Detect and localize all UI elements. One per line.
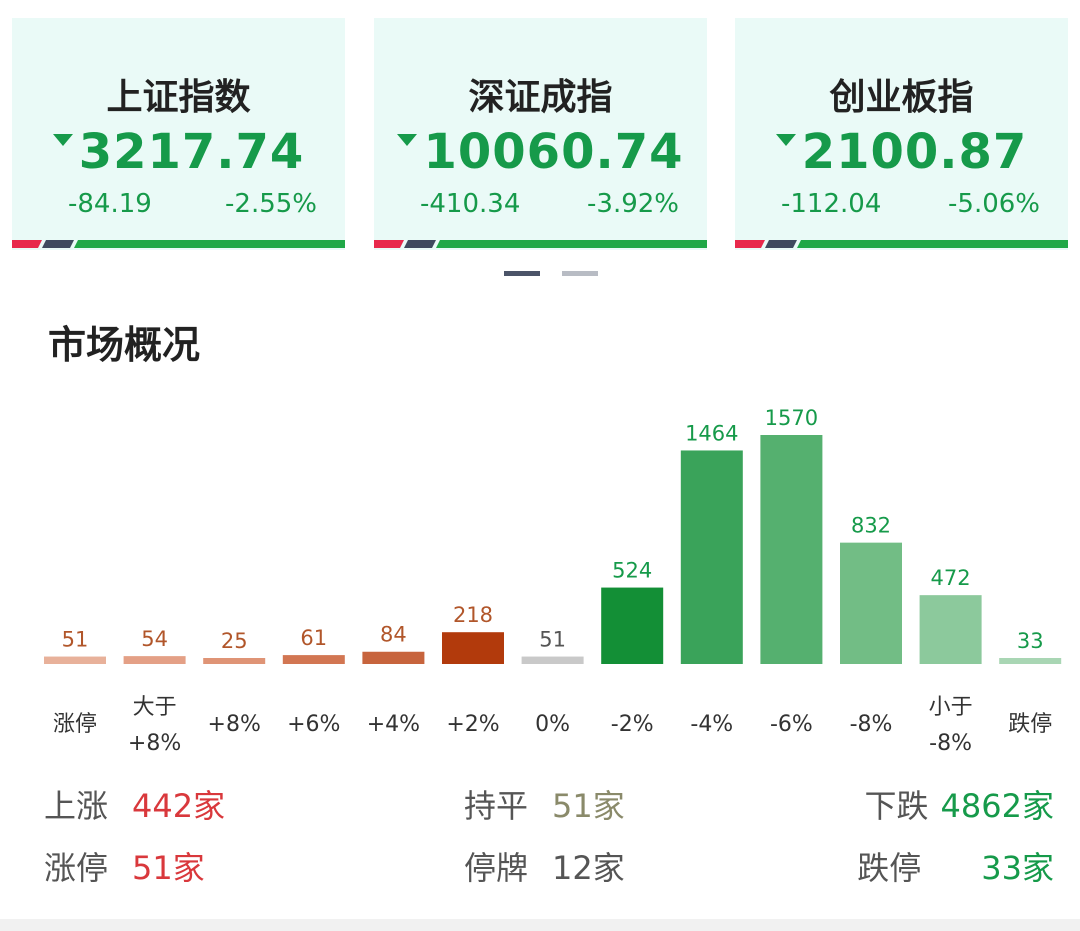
category-label: 涨停 xyxy=(53,712,97,737)
stat-up-label: 上涨 xyxy=(44,787,109,825)
stat-suspended-label: 停牌 xyxy=(464,849,529,887)
index-trend-strip xyxy=(374,240,707,248)
index-change: -112.04 xyxy=(781,189,882,219)
section-title: 市场概况 xyxy=(48,323,201,367)
stat-flat-value: 51家 xyxy=(552,787,625,825)
index-change-pct: -3.92% xyxy=(587,189,679,219)
index-name: 创业板指 xyxy=(829,77,974,118)
category-label: 大于+8% xyxy=(128,695,181,756)
bar-value-label: 84 xyxy=(380,623,407,647)
index-trend-strip xyxy=(12,240,345,248)
bar-value-label: 51 xyxy=(539,628,566,652)
bar-3 xyxy=(282,655,345,664)
index-value: 3217.74 xyxy=(78,124,305,180)
stat-limit-up-value: 51家 xyxy=(132,849,205,887)
category-label: +2% xyxy=(446,712,499,737)
index-name: 上证指数 xyxy=(106,77,251,118)
category-label: -4% xyxy=(690,712,733,737)
category-label: +4% xyxy=(367,712,420,737)
category-label: 小于-8% xyxy=(929,695,973,756)
stat-suspended-value: 12家 xyxy=(552,849,625,887)
stat-limit-down-label: 跌停 xyxy=(857,849,922,887)
bar-8 xyxy=(680,450,743,664)
bar-value-label: 832 xyxy=(851,514,891,538)
down-arrow-icon xyxy=(52,134,73,146)
stat-limit-down: 跌停 33家 xyxy=(857,846,1054,890)
index-name: 深证成指 xyxy=(468,77,613,118)
category-label: +6% xyxy=(287,712,340,737)
stat-limit-down-value: 33家 xyxy=(981,849,1054,887)
bar-value-label: 33 xyxy=(1017,629,1044,653)
stat-limit-up: 涨停 51家 xyxy=(44,846,205,890)
bar-value-label: 218 xyxy=(453,603,493,627)
bar-12 xyxy=(999,658,1062,664)
index-change-pct: -2.55% xyxy=(225,189,317,219)
bar-value-label: 61 xyxy=(300,626,327,650)
bottom-divider xyxy=(0,919,1080,931)
category-label: -2% xyxy=(611,712,654,737)
stat-limit-up-label: 涨停 xyxy=(44,849,109,887)
index-change-pct: -5.06% xyxy=(948,189,1040,219)
bar-0 xyxy=(44,656,106,664)
bar-value-label: 472 xyxy=(931,566,971,590)
bar-value-label: 54 xyxy=(141,627,168,651)
index-change: -84.19 xyxy=(68,189,152,219)
category-label: -6% xyxy=(770,712,813,737)
stat-up: 上涨 442家 xyxy=(44,784,225,828)
stat-down-value: 4862家 xyxy=(940,787,1054,825)
bar-6 xyxy=(521,656,584,664)
stat-flat: 持平 51家 xyxy=(464,784,625,828)
category-label: 0% xyxy=(535,712,570,737)
stat-down: 下跌 4862家 xyxy=(865,784,1054,828)
bar-2 xyxy=(203,658,266,664)
bar-7 xyxy=(601,587,664,664)
bar-1 xyxy=(123,656,186,664)
bar-value-label: 51 xyxy=(62,628,89,652)
distribution-chart: 51 涨停 54 大于+8% 25 +8% 61 +6% 84 +4% 218 +2% 51 0% 524 -… xyxy=(44,406,1062,756)
stat-down-label: 下跌 xyxy=(864,787,929,825)
index-change: -410.34 xyxy=(420,189,521,219)
index-value: 10060.74 xyxy=(423,124,684,180)
bar-value-label: 1464 xyxy=(685,421,738,445)
index-card-sh[interactable]: 上证指数 3217.74 -84.19 -2.55% xyxy=(12,18,345,250)
down-arrow-icon xyxy=(397,134,418,146)
category-label: +8% xyxy=(208,712,261,737)
category-label: 跌停 xyxy=(1008,712,1052,737)
index-card-cyb[interactable]: 创业板指 2100.87 -112.04 -5.06% xyxy=(735,18,1068,250)
category-label: -8% xyxy=(850,712,893,737)
bar-10 xyxy=(840,542,902,664)
stat-flat-label: 持平 xyxy=(464,787,529,825)
bar-9 xyxy=(760,435,823,664)
bar-value-label: 1570 xyxy=(765,406,818,430)
stat-up-value: 442家 xyxy=(132,787,226,825)
index-trend-strip xyxy=(735,240,1068,248)
stat-suspended: 停牌 12家 xyxy=(464,846,625,890)
index-card-sz[interactable]: 深证成指 10060.74 -410.34 -3.92% xyxy=(374,18,707,250)
bar-4 xyxy=(362,651,425,664)
bar-value-label: 25 xyxy=(221,629,248,653)
bar-value-label: 524 xyxy=(612,559,652,583)
down-arrow-icon xyxy=(775,134,796,146)
bar-5 xyxy=(442,632,504,664)
index-value-row: 10060.74 xyxy=(374,122,707,193)
bar-11 xyxy=(919,595,982,664)
index-value: 2100.87 xyxy=(801,124,1028,180)
page-dot[interactable] xyxy=(562,271,598,276)
page-dot-active[interactable] xyxy=(504,271,540,276)
index-value-row: 2100.87 xyxy=(735,122,1068,193)
index-value-row: 3217.74 xyxy=(12,122,345,193)
